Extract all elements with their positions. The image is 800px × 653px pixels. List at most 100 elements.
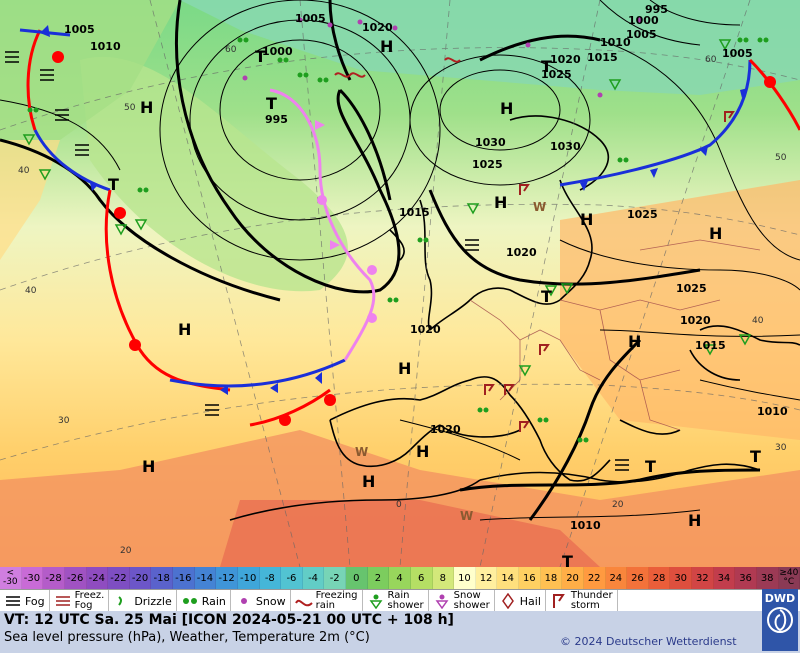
- high-center: H: [362, 472, 375, 491]
- warm-center: W: [355, 445, 368, 459]
- pressure-label: 1015: [695, 339, 726, 352]
- pressure-label: 1020: [362, 21, 393, 34]
- lat-label: 20: [612, 500, 624, 510]
- scale-cell: 0: [346, 567, 368, 589]
- high-center: H: [500, 99, 513, 118]
- high-center: H: [628, 332, 641, 351]
- snow-symbols: [242, 17, 643, 98]
- legend-label: Snow shower: [453, 590, 490, 611]
- pressure-label: 1010: [570, 519, 601, 532]
- low-center: T: [255, 47, 266, 66]
- pressure-label: 995: [645, 3, 668, 16]
- pressure-label: 1015: [587, 51, 618, 64]
- rain-shower-symbols: [22, 39, 752, 377]
- scale-cell: 12: [475, 567, 498, 589]
- legend-label: Drizzle: [134, 594, 172, 608]
- high-center: H: [380, 37, 393, 56]
- lat-label: 30: [775, 443, 787, 453]
- scale-cell: -22: [108, 567, 130, 589]
- scale-cell: 14: [497, 567, 519, 589]
- fog-icon: [4, 593, 22, 609]
- legend-label: Hail: [519, 594, 541, 608]
- fog-symbols: [5, 51, 629, 471]
- low-center: T: [266, 94, 277, 113]
- weather-map: 1005 1010 1000 1005 1020 995 1015 1030 1…: [0, 0, 800, 567]
- thunderstorm-symbols: [484, 111, 735, 432]
- warm-front-iberia: [249, 388, 331, 427]
- legend-label: Fog: [25, 594, 45, 608]
- scale-cell: -30: [21, 567, 44, 589]
- scale-cell: 20: [562, 567, 584, 589]
- drizzle-icon: [113, 593, 131, 609]
- scale-cell: 18: [540, 567, 563, 589]
- lat-label: 50: [775, 153, 787, 163]
- scale-cell-high: ≥40 °C: [778, 567, 800, 589]
- freezing-rain-symbols: [334, 57, 461, 78]
- legend-label: Freez. Fog: [74, 590, 105, 611]
- scale-cell: -2: [324, 567, 346, 589]
- warm-labels: W W W: [355, 200, 546, 523]
- scale-cell: 16: [519, 567, 541, 589]
- warm-center: W: [533, 200, 546, 214]
- scale-cell: 22: [583, 567, 606, 589]
- legend-item-rain: Rain: [177, 590, 231, 612]
- legend-item-snow-shower: Snow shower: [429, 590, 495, 612]
- hail-icon: [499, 592, 517, 610]
- pressure-labels: 1005 1010 1000 1005 1020 995 1015 1030 1…: [64, 3, 788, 532]
- pressure-label: 1025: [676, 282, 707, 295]
- lat-label: 50: [124, 103, 136, 113]
- warm-front-east: [748, 58, 800, 131]
- scale-cell: 8: [432, 567, 455, 589]
- scale-cell: -14: [194, 567, 217, 589]
- rain-shower-icon: [367, 593, 385, 610]
- rain-symbols: [27, 37, 769, 443]
- scale-cell: 32: [692, 567, 714, 589]
- hot-zone-south: [0, 430, 800, 567]
- pressure-label: 1025: [627, 208, 658, 221]
- pressure-label: 1020: [506, 246, 537, 259]
- scale-cell: -12: [216, 567, 238, 589]
- scale-cell: 10: [454, 567, 476, 589]
- legend-item-hail: Hail: [495, 590, 546, 612]
- pressure-label: 1020: [410, 323, 441, 336]
- legend-item-freezing-fog: Freez. Fog: [50, 590, 110, 612]
- isobars: [0, 0, 800, 521]
- pressure-label: 1030: [550, 140, 581, 153]
- latitude-labels: 60 50 40 40 30 20 60 50 40 30 20 0: [18, 45, 787, 556]
- lat-label: 0: [396, 500, 402, 510]
- scale-cell: 26: [627, 567, 649, 589]
- occlusion-front: [269, 88, 376, 361]
- scale-cell-low: < -30: [0, 567, 22, 589]
- legend-item-fog: Fog: [0, 590, 50, 612]
- pressure-label: 1005: [64, 23, 95, 36]
- scale-cell: -18: [151, 567, 173, 589]
- low-center: T: [645, 457, 656, 476]
- low-center: T: [750, 447, 761, 466]
- lat-label: 20: [120, 546, 132, 556]
- pressure-label: 1000: [628, 14, 659, 27]
- cold-zone-atlantic: [80, 56, 348, 292]
- lat-label: 40: [25, 286, 37, 296]
- warm-center: W: [460, 509, 473, 523]
- high-center: H: [416, 442, 429, 461]
- cold-front-northwest: [33, 129, 111, 192]
- cold-front-symbols: [40, 25, 748, 395]
- pressure-label: 1000: [262, 45, 293, 58]
- dwd-logo: DWD: [762, 589, 798, 651]
- legend-item-thunderstorm: Thunder storm: [546, 590, 618, 612]
- cold-front-atlantic: [169, 358, 346, 388]
- high-center: H: [142, 457, 155, 476]
- scale-cell: -6: [281, 567, 303, 589]
- high-center: H: [709, 224, 722, 243]
- dwd-logo-icon: [767, 607, 793, 633]
- legend-item-rain-shower: Rain shower: [363, 590, 429, 612]
- low-center: T: [541, 287, 552, 306]
- high-center: H: [178, 320, 191, 339]
- hot-zone-africa: [220, 500, 600, 567]
- scale-cell: 30: [670, 567, 692, 589]
- coastlines: [229, 115, 800, 521]
- pressure-label: 1025: [472, 158, 503, 171]
- thunderstorm-icon: [550, 593, 568, 609]
- pressure-label: 1025: [541, 68, 572, 81]
- pressure-label: 1015: [399, 206, 430, 219]
